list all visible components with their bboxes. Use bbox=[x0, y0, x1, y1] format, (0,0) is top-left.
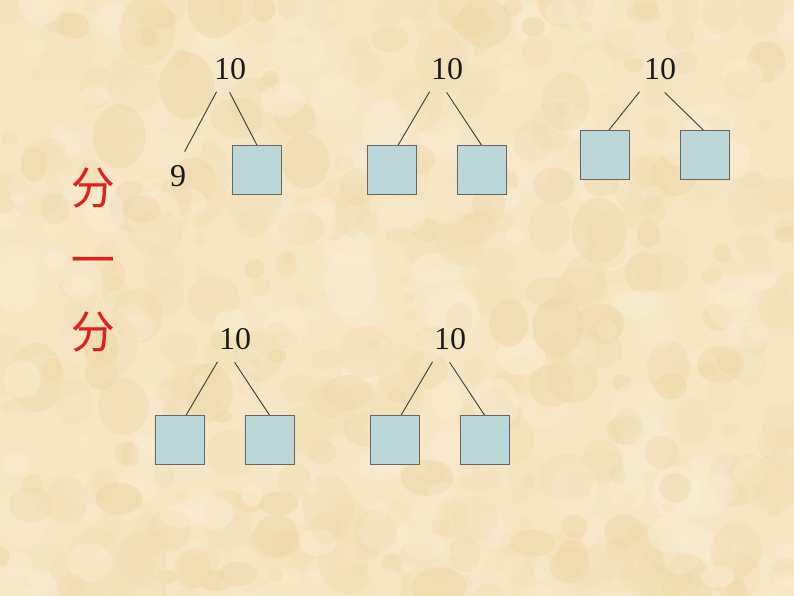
bond-part-number: 9 bbox=[170, 157, 186, 194]
answer-box[interactable] bbox=[580, 130, 630, 180]
number-bond: 10 bbox=[575, 50, 745, 220]
bond-total: 10 bbox=[644, 50, 676, 87]
bond-line bbox=[234, 362, 272, 419]
bond-line bbox=[184, 92, 217, 152]
answer-box[interactable] bbox=[155, 415, 205, 465]
answer-box[interactable] bbox=[680, 130, 730, 180]
bond-line bbox=[396, 91, 430, 148]
bond-line bbox=[229, 92, 259, 148]
bond-total: 10 bbox=[431, 50, 463, 87]
answer-box[interactable] bbox=[232, 145, 282, 195]
answer-box[interactable] bbox=[370, 415, 420, 465]
bond-line bbox=[664, 92, 706, 133]
content-layer: 分一分 10 9 10 10 10 10 bbox=[0, 0, 794, 596]
bond-line bbox=[607, 91, 640, 132]
answer-box[interactable] bbox=[367, 145, 417, 195]
answer-box[interactable] bbox=[245, 415, 295, 465]
bond-line bbox=[446, 92, 484, 149]
title-vertical: 分一分 bbox=[50, 165, 125, 381]
bond-line bbox=[399, 361, 433, 418]
answer-box[interactable] bbox=[460, 415, 510, 465]
bond-total: 10 bbox=[214, 50, 246, 87]
answer-box[interactable] bbox=[457, 145, 507, 195]
number-bond: 10 bbox=[150, 320, 320, 490]
bond-total: 10 bbox=[434, 320, 466, 357]
number-bond: 10 bbox=[365, 320, 535, 490]
bond-line bbox=[184, 361, 218, 418]
number-bond: 10 bbox=[362, 50, 532, 220]
bond-line bbox=[449, 362, 487, 419]
number-bond: 10 9 bbox=[145, 50, 315, 220]
bond-total: 10 bbox=[219, 320, 251, 357]
